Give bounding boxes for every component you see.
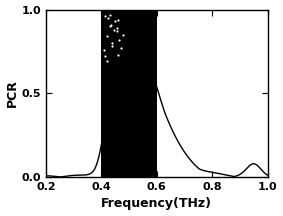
Point bbox=[116, 18, 120, 21]
Point bbox=[117, 38, 122, 41]
Point bbox=[118, 46, 123, 50]
Y-axis label: PCR: PCR bbox=[6, 79, 19, 107]
Point bbox=[104, 60, 109, 63]
Point bbox=[110, 45, 115, 48]
X-axis label: Frequency(THz): Frequency(THz) bbox=[101, 197, 212, 210]
Point bbox=[109, 23, 113, 26]
Point bbox=[116, 53, 120, 57]
Point bbox=[103, 55, 108, 58]
Point bbox=[113, 20, 117, 23]
Point bbox=[112, 28, 116, 31]
Point bbox=[107, 13, 112, 16]
Point bbox=[103, 14, 108, 18]
Point bbox=[107, 25, 112, 28]
Point bbox=[104, 35, 109, 38]
Point bbox=[114, 26, 119, 30]
Point bbox=[106, 16, 110, 20]
Point bbox=[110, 41, 115, 45]
Bar bbox=[101, 10, 157, 177]
Point bbox=[114, 30, 119, 33]
Point bbox=[121, 33, 126, 37]
Point bbox=[102, 48, 106, 51]
